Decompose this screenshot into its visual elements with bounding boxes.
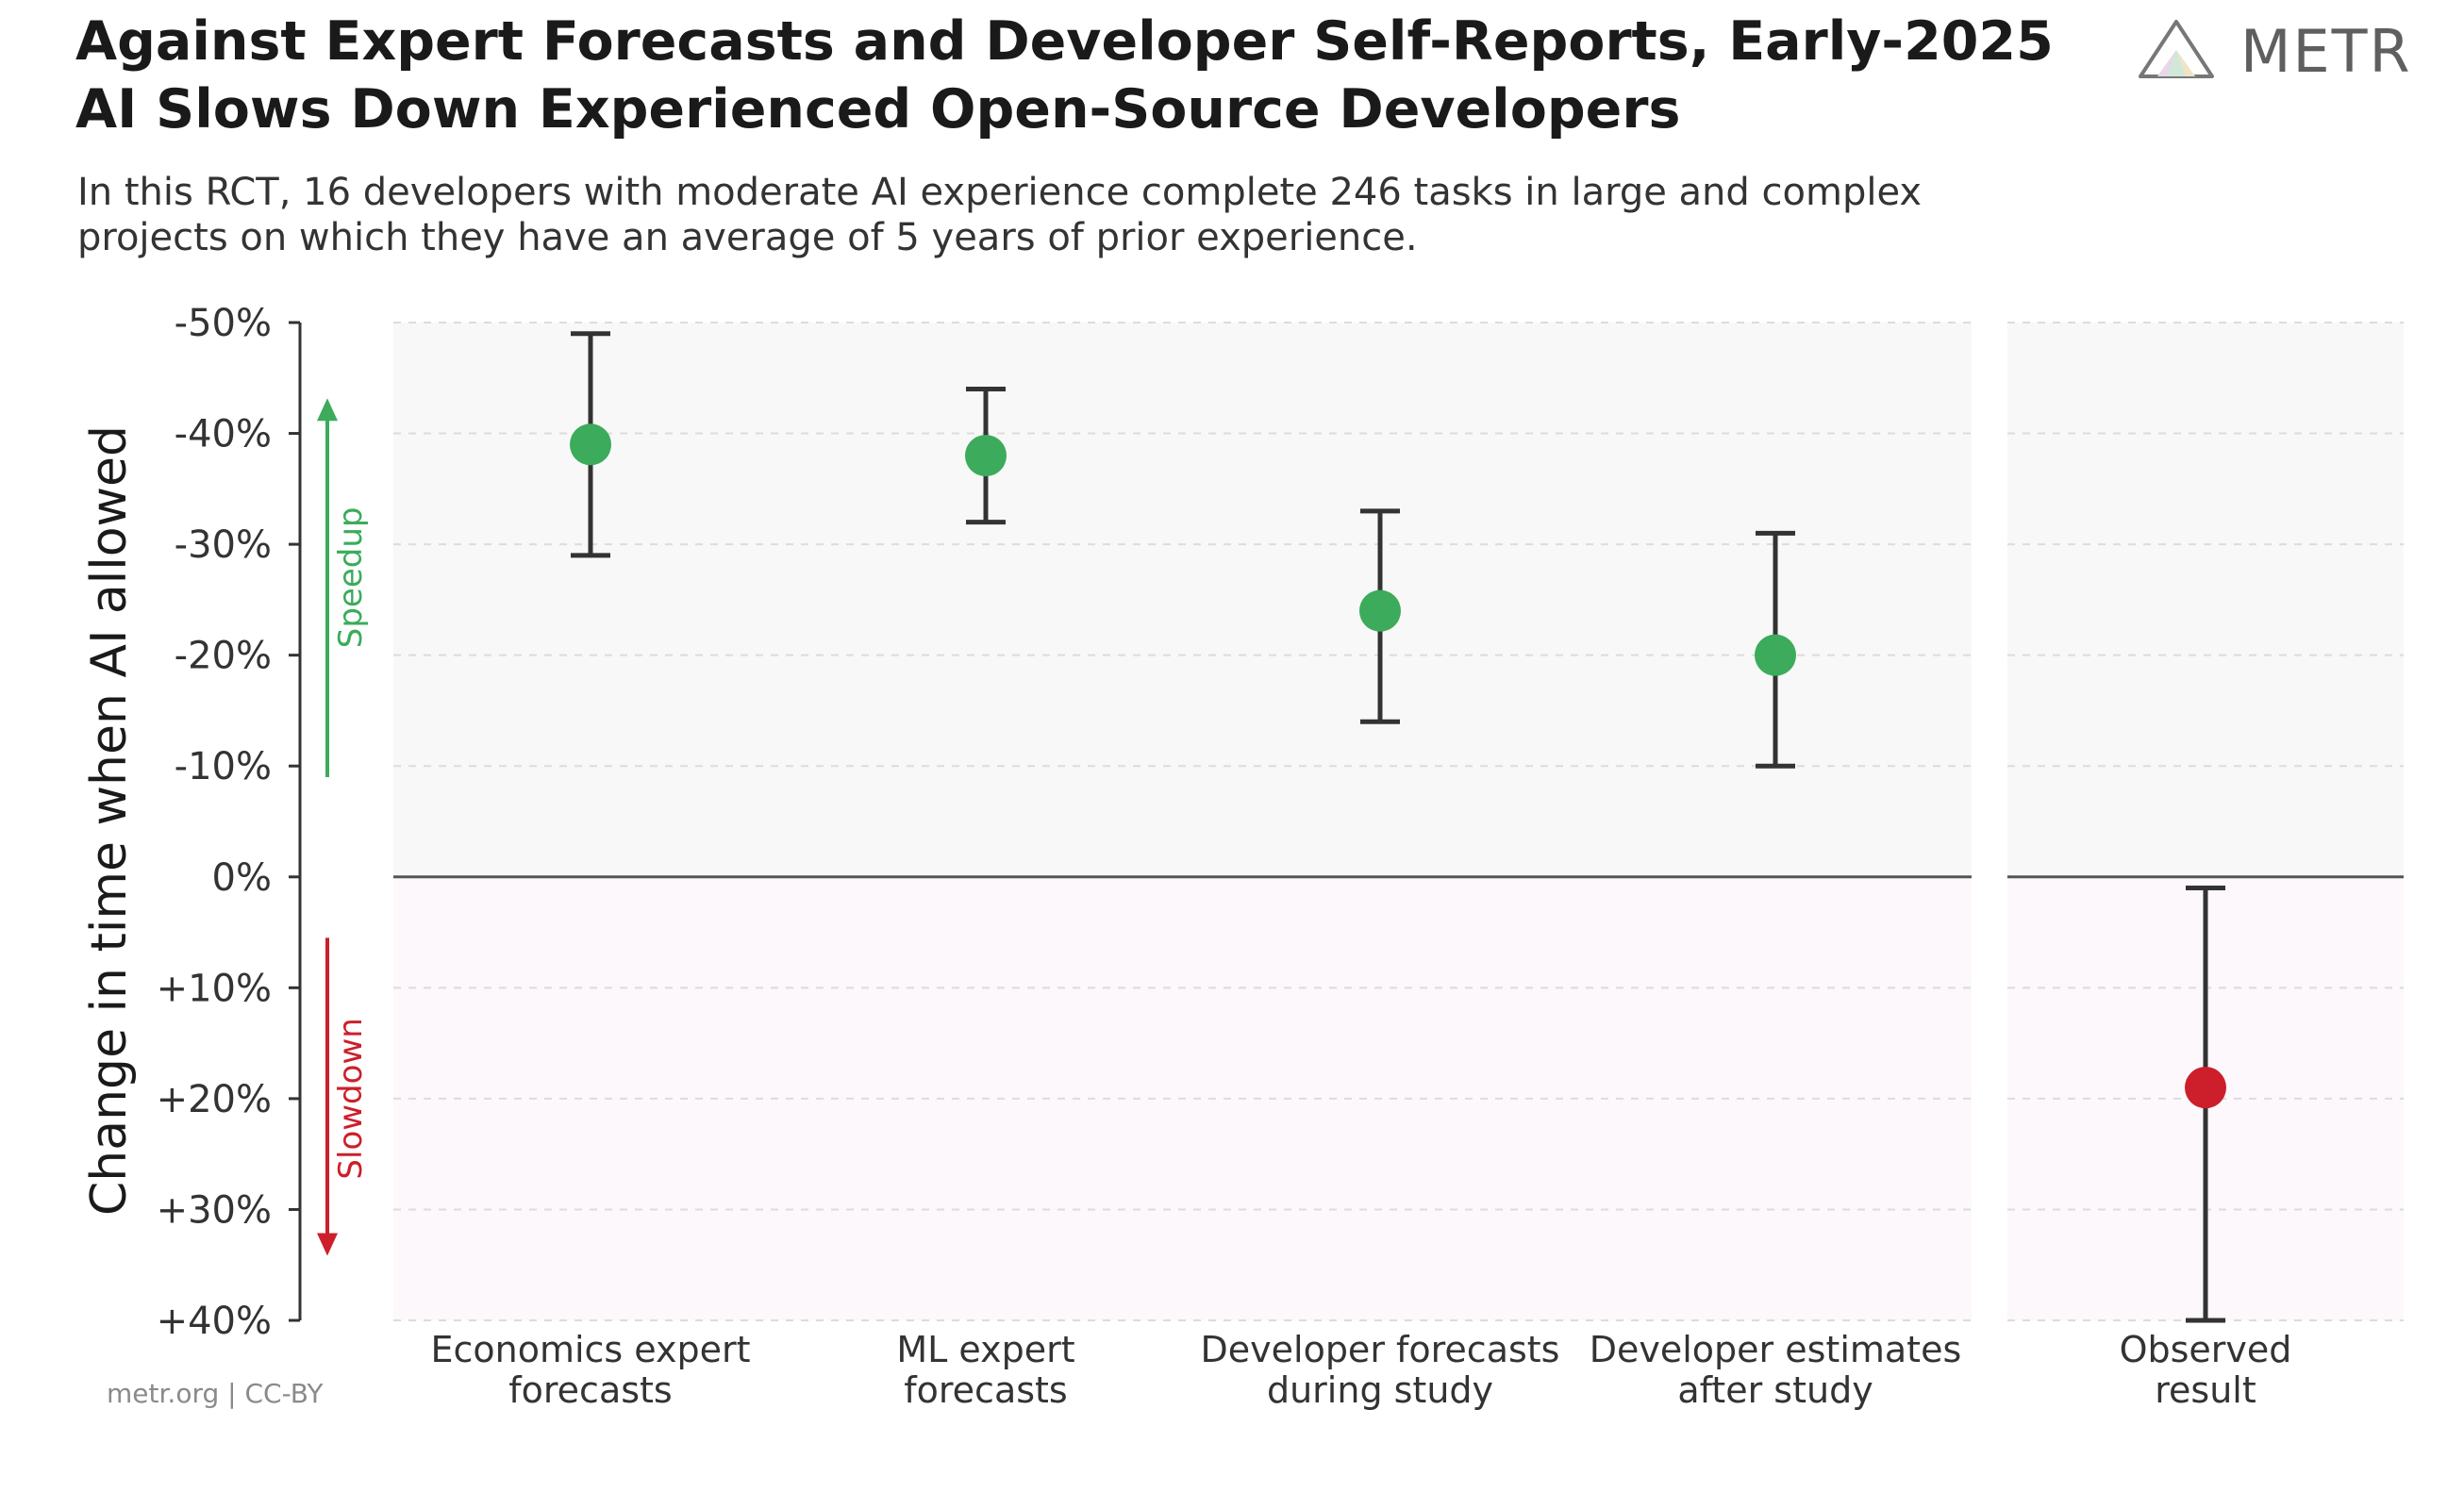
y-tick-label: +40% — [157, 1300, 272, 1343]
x-category-label: after study — [1677, 1369, 1873, 1411]
y-tick-label: +10% — [157, 967, 272, 1010]
chart-title: Against Expert Forecasts and Developer S… — [75, 8, 2104, 143]
speedup-arrowhead — [317, 398, 338, 422]
chart-subtitle: In this RCT, 16 developers with moderate… — [77, 170, 2341, 260]
title-line-1: Against Expert Forecasts and Developer S… — [75, 10, 2054, 73]
slowdown-arrowhead — [317, 1233, 338, 1256]
y-axis-label: Change in time when AI allowed — [81, 425, 138, 1216]
x-category-label: forecasts — [904, 1369, 1067, 1411]
speedup-label: Speedup — [332, 507, 370, 649]
x-category-label: Observed — [2120, 1329, 2292, 1370]
metr-logo-icon — [2139, 20, 2214, 78]
title-line-2: AI Slows Down Experienced Open-Source De… — [75, 78, 1681, 141]
x-category-label: Developer forecasts — [1201, 1329, 1560, 1370]
data-point — [965, 435, 1007, 477]
data-point — [570, 423, 611, 466]
x-category-label: forecasts — [508, 1369, 672, 1411]
speedup-region — [2007, 323, 2404, 877]
y-tick-label: +20% — [157, 1078, 272, 1121]
y-tick-label: -30% — [175, 523, 272, 567]
speedup-region — [393, 323, 1972, 877]
y-tick-label: -20% — [175, 635, 272, 678]
metr-logo: METR — [2137, 13, 2412, 89]
y-tick-label: 0% — [212, 856, 272, 900]
data-point — [1359, 589, 1401, 632]
subtitle-line-2: projects on which they have an average o… — [77, 216, 1418, 259]
x-category-label: result — [2155, 1369, 2256, 1411]
x-category-label: Developer estimates — [1590, 1329, 1962, 1370]
data-point — [1755, 634, 1796, 676]
subtitle-line-1: In this RCT, 16 developers with moderate… — [77, 171, 1923, 214]
slowdown-label: Slowdown — [332, 1018, 370, 1179]
data-point — [2185, 1067, 2226, 1109]
x-category-label: ML expert — [896, 1329, 1074, 1370]
footer-credit: metr.org | CC-BY — [107, 1378, 324, 1409]
y-tick-label: -50% — [175, 302, 272, 345]
x-category-label: during study — [1267, 1369, 1493, 1411]
x-category-label: Economics expert — [430, 1329, 750, 1370]
y-tick-label: -40% — [175, 413, 272, 456]
metr-logo-text: METR — [2240, 16, 2412, 86]
y-tick-label: -10% — [175, 745, 272, 788]
y-tick-label: +30% — [157, 1188, 272, 1232]
